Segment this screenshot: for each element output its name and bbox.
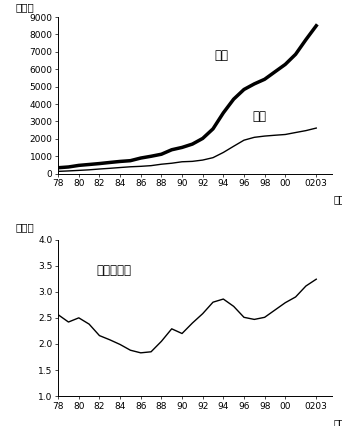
Text: （元）: （元） [16, 2, 35, 12]
Text: （年）: （年） [333, 194, 342, 204]
Text: （年）: （年） [333, 418, 342, 426]
Text: 都市／農村: 都市／農村 [96, 264, 131, 277]
Text: 農村: 農村 [252, 110, 266, 124]
Text: 都市: 都市 [214, 49, 228, 62]
Text: （倍）: （倍） [16, 222, 35, 232]
